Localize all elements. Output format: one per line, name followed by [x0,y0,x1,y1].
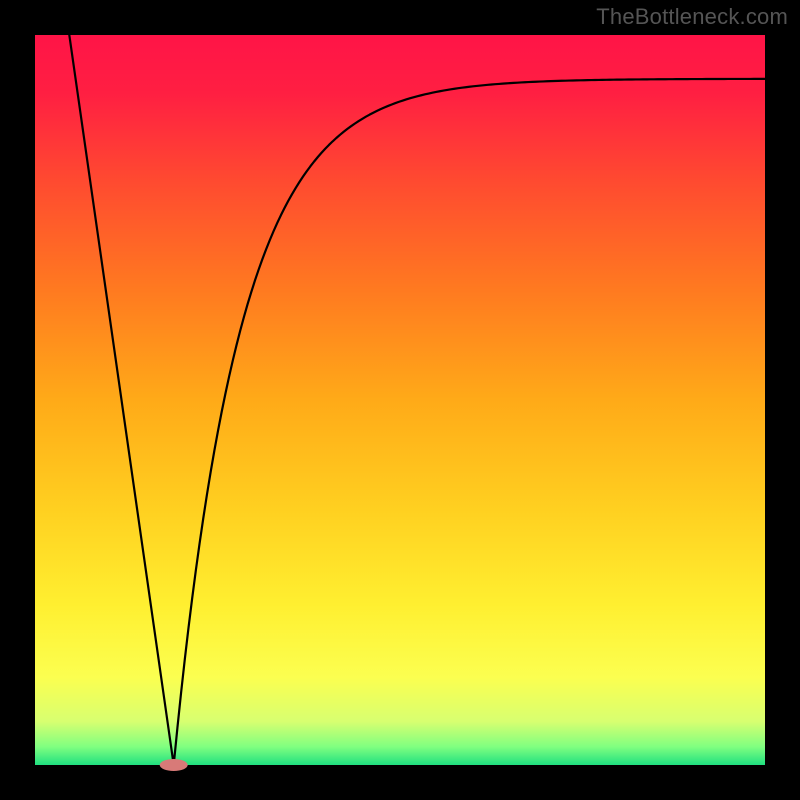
bottleneck-chart [0,0,800,800]
chart-container: TheBottleneck.com [0,0,800,800]
optimal-marker [160,759,188,771]
watermark-text: TheBottleneck.com [596,4,788,30]
plot-background [35,35,765,765]
